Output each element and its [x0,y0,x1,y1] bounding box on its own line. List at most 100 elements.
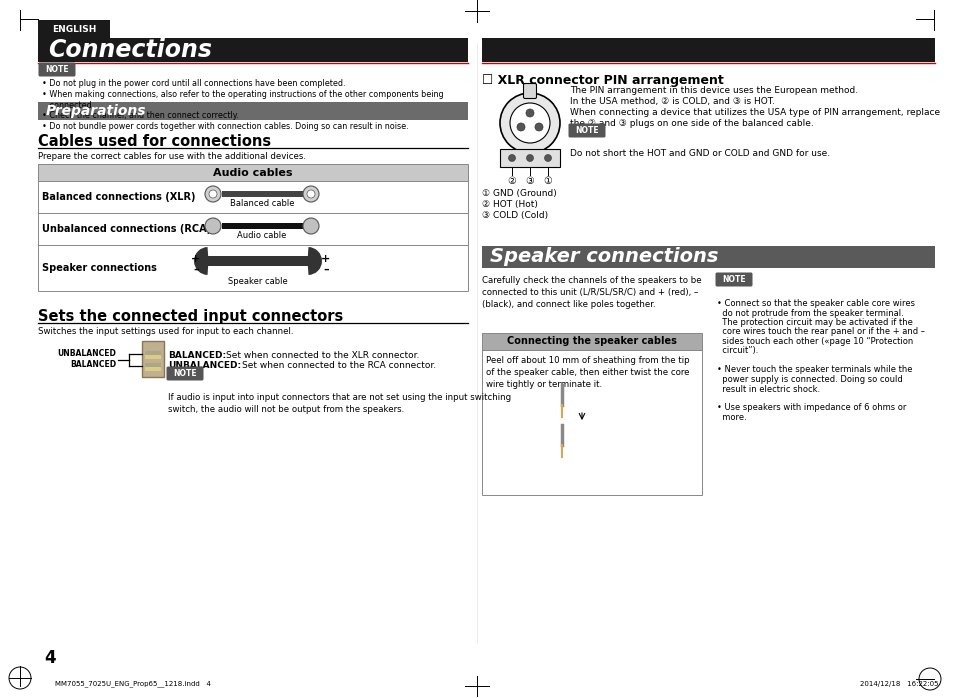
Bar [145,351,161,355]
Text: In the USA method, ② is COLD, and ③ is HOT.: In the USA method, ② is COLD, and ③ is H… [569,97,774,106]
Text: circuit”).: circuit”). [717,346,758,355]
Circle shape [510,103,550,143]
Text: When connecting a device that utilizes the USA type of PIN arrangement, replace: When connecting a device that utilizes t… [569,108,939,117]
Text: NOTE: NOTE [45,65,69,74]
Text: Cables used for connections: Cables used for connections [38,134,271,149]
Circle shape [205,218,221,234]
Bar [481,38,934,62]
Text: Sets the connected input connectors: Sets the connected input connectors [38,309,343,324]
Bar [38,164,468,181]
FancyBboxPatch shape [167,366,203,380]
Circle shape [535,123,542,131]
Text: Speaker connections: Speaker connections [42,263,156,273]
Circle shape [205,186,221,202]
Circle shape [544,154,551,161]
Text: 4: 4 [44,649,56,667]
Text: BALANCED: BALANCED [70,360,116,369]
Text: do not protrude from the speaker terminal.: do not protrude from the speaker termina… [717,309,902,318]
Text: • Do not plug in the power cord until all connections have been completed.: • Do not plug in the power cord until al… [42,79,345,88]
Text: –: – [193,265,198,275]
Text: ☐ XLR connector PIN arrangement: ☐ XLR connector PIN arrangement [481,74,723,87]
Bar [38,245,468,291]
Text: ③: ③ [525,176,534,186]
Text: UNBALANCED:: UNBALANCED: [168,361,241,370]
Circle shape [303,218,318,234]
Bar [145,363,161,371]
Text: Speaker cable: Speaker cable [228,277,288,286]
Text: Prepare the correct cables for use with the additional devices.: Prepare the correct cables for use with … [38,152,306,161]
Text: • Do not bundle power cords together with connection cables. Doing so can result: • Do not bundle power cords together wit… [42,122,408,131]
Text: ③ COLD (Cold): ③ COLD (Cold) [481,211,548,220]
Text: core wires touch the rear panel or if the + and –: core wires touch the rear panel or if th… [717,327,924,336]
Text: Preparations: Preparations [46,104,147,118]
Circle shape [209,190,216,198]
Text: BALANCED:: BALANCED: [168,351,226,360]
Text: • When making connections, also refer to the operating instructions of the other: • When making connections, also refer to… [42,90,443,110]
Circle shape [526,154,533,161]
Bar [142,341,164,377]
Text: +: + [321,254,331,264]
Text: result in electric shock.: result in electric shock. [717,385,820,394]
Text: NOTE: NOTE [575,126,598,135]
Circle shape [303,186,318,202]
Text: NOTE: NOTE [173,369,196,378]
Text: UNBALANCED: UNBALANCED [57,349,116,358]
Text: Unbalanced connections (RCA): Unbalanced connections (RCA) [42,224,211,234]
Text: Balanced cable: Balanced cable [230,199,294,208]
Text: • Check the channel, and then connect correctly.: • Check the channel, and then connect co… [42,111,238,120]
Bar [145,363,161,367]
Bar [38,38,468,62]
Text: sides touch each other («page 10 “Protection: sides touch each other («page 10 “Protec… [717,337,912,346]
Text: power supply is connected. Doing so could: power supply is connected. Doing so coul… [717,375,902,384]
Text: Switches the input settings used for input to each channel.: Switches the input settings used for inp… [38,327,294,336]
Text: +: + [192,254,200,264]
Text: Set when connected to the RCA connector.: Set when connected to the RCA connector. [242,361,436,370]
FancyBboxPatch shape [568,124,605,138]
Circle shape [508,154,515,161]
Text: NOTE: NOTE [721,275,745,284]
Text: The protection circuit may be activated if the: The protection circuit may be activated … [717,318,912,327]
Bar [38,102,468,120]
Bar [499,149,559,167]
Text: Connecting the speaker cables: Connecting the speaker cables [507,336,677,346]
Bar [222,223,307,229]
Text: MM7055_7025U_ENG_Prop65__1218.indd   4: MM7055_7025U_ENG_Prop65__1218.indd 4 [55,681,211,688]
FancyBboxPatch shape [38,63,75,77]
Text: 2014/12/18   16:22:05: 2014/12/18 16:22:05 [859,681,938,687]
Bar [481,333,701,350]
Text: Speaker connections: Speaker connections [490,248,718,267]
Text: • Connect so that the speaker cable core wires: • Connect so that the speaker cable core… [717,299,914,308]
Bar [481,350,701,495]
FancyBboxPatch shape [523,84,536,98]
Text: more.: more. [717,413,746,422]
Text: Peel off about 10 mm of sheathing from the tip
of the speaker cable, then either: Peel off about 10 mm of sheathing from t… [485,356,689,389]
Text: Audio cable: Audio cable [237,231,287,240]
Text: ENGLISH: ENGLISH [51,24,96,34]
Text: Do not short the HOT and GND or COLD and GND for use.: Do not short the HOT and GND or COLD and… [569,149,829,158]
Circle shape [499,93,559,153]
Bar [38,20,110,38]
Text: Set when connected to the XLR connector.: Set when connected to the XLR connector. [226,351,419,360]
Text: –: – [323,265,329,275]
Text: If audio is input into input connectors that are not set using the input switchi: If audio is input into input connectors … [168,393,511,414]
Text: • Never touch the speaker terminals while the: • Never touch the speaker terminals whil… [717,366,911,375]
Text: Carefully check the channels of the speakers to be
connected to this unit (L/R/S: Carefully check the channels of the spea… [481,276,700,309]
Circle shape [307,190,314,198]
Text: the ② and ③ plugs on one side of the balanced cable.: the ② and ③ plugs on one side of the bal… [569,119,813,128]
Text: ① GND (Ground): ① GND (Ground) [481,189,557,198]
Text: Balanced connections (XLR): Balanced connections (XLR) [42,192,195,202]
Bar [38,164,468,181]
Bar [481,333,701,350]
Circle shape [517,123,524,131]
Text: The PIN arrangement in this device uses the European method.: The PIN arrangement in this device uses … [569,86,858,95]
Text: ② HOT (Hot): ② HOT (Hot) [481,200,537,209]
Bar [145,351,161,359]
Bar [481,246,934,268]
Text: Audio cables: Audio cables [213,168,293,177]
Bar [38,213,468,245]
Bar [222,191,307,197]
Text: • Use speakers with impedance of 6 ohms or: • Use speakers with impedance of 6 ohms … [717,403,905,413]
Text: ①: ① [543,176,552,186]
Circle shape [525,109,534,117]
Text: ②: ② [507,176,516,186]
